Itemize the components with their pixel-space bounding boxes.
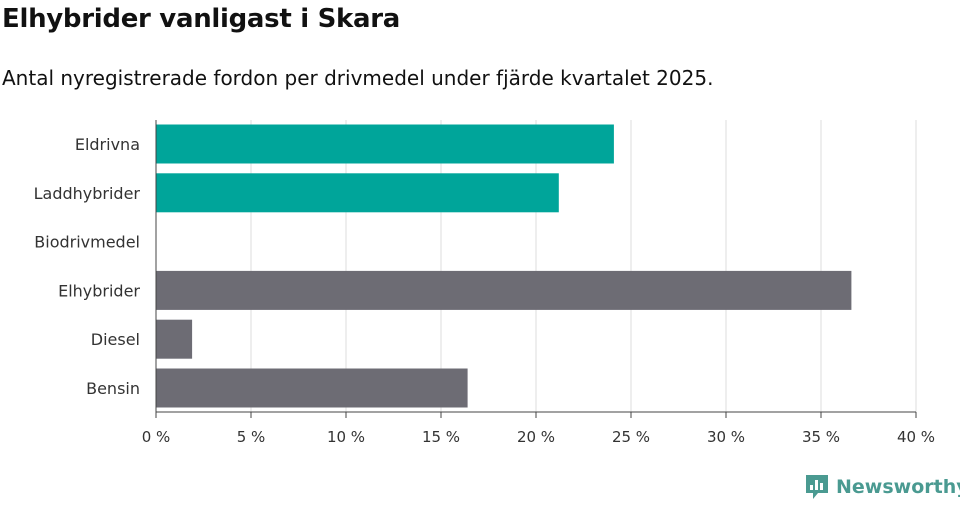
category-labels: Eldrivna Laddhybrider Biodrivmedel Elhybrid… [34, 135, 141, 398]
x-tick-label: 25 % [612, 428, 650, 446]
brand-name: Newsworthy [836, 476, 960, 498]
category-label: Diesel [91, 330, 140, 349]
bars [156, 124, 852, 408]
category-label: Elhybrider [58, 281, 140, 300]
x-tick-label: 30 % [707, 428, 745, 446]
bar-elhybrider [156, 270, 852, 310]
bar-diesel [156, 319, 193, 359]
x-tick-label: 40 % [897, 428, 935, 446]
chart-subtitle: Antal nyregistrerade fordon per drivmede… [2, 66, 714, 90]
category-label: Eldrivna [75, 135, 140, 154]
bar-laddhybrider [156, 173, 559, 213]
gridlines [250, 120, 917, 412]
bar-bensin [156, 368, 468, 408]
chart-title: Elhybrider vanligast i Skara [2, 4, 401, 34]
x-axis: 0 % 5 % 10 % 15 % 20 % 25 % 30 % 35 % 40 % [142, 120, 935, 446]
x-tick-label: 15 % [422, 428, 460, 446]
x-tick-label: 0 % [142, 428, 171, 446]
x-tick-label: 20 % [517, 428, 555, 446]
newsworthy-logo-icon [806, 475, 828, 499]
brand: Newsworthy [804, 473, 960, 501]
x-tick-label: 10 % [327, 428, 365, 446]
category-label: Biodrivmedel [34, 233, 140, 252]
x-tick-label: 5 % [237, 428, 266, 446]
category-label: Laddhybrider [34, 184, 141, 203]
category-label: Bensin [86, 379, 140, 398]
bar-eldrivna [156, 124, 614, 164]
x-tick-label: 35 % [802, 428, 840, 446]
